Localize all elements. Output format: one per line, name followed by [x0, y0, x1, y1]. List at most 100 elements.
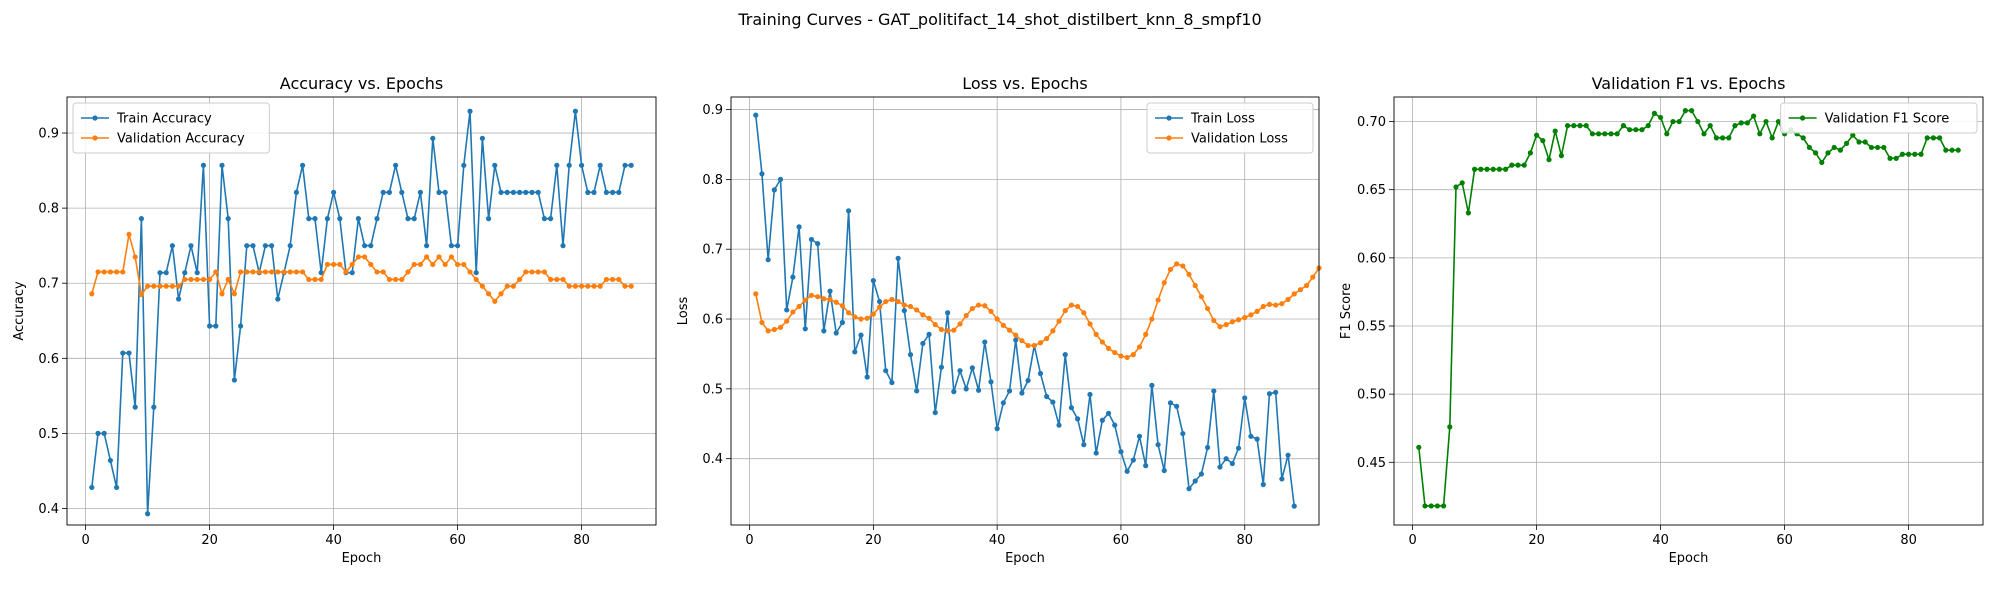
accuracy-data-point — [231, 377, 237, 383]
loss-data-point — [1155, 442, 1161, 448]
loss-data-point — [1242, 315, 1248, 321]
loss-data-point — [1062, 308, 1068, 314]
f1-ytick-label: 0.55 — [1357, 319, 1386, 334]
accuracy-data-point — [151, 404, 157, 410]
loss-data-point — [1155, 297, 1161, 303]
accuracy-data-point — [548, 276, 554, 283]
accuracy-data-point — [374, 269, 380, 275]
accuracy-data-point — [603, 276, 610, 283]
loss-data-point — [907, 352, 914, 358]
loss-data-point — [1081, 442, 1087, 448]
accuracy-data-point — [225, 216, 231, 222]
f1-data-point — [1806, 144, 1812, 151]
loss-data-point — [839, 319, 846, 326]
loss-data-point — [1013, 332, 1019, 338]
loss-data-point — [784, 318, 790, 324]
accuracy-series-line — [91, 110, 632, 515]
accuracy-data-point — [300, 162, 306, 168]
accuracy-data-point — [572, 108, 579, 114]
accuracy-data-point — [473, 276, 479, 283]
accuracy-xtick-label: 80 — [573, 533, 590, 548]
accuracy-data-point — [225, 276, 231, 283]
loss-data-point — [975, 302, 982, 308]
f1-xtick-label: 60 — [1776, 533, 1793, 548]
accuracy-data-point — [194, 276, 200, 283]
accuracy-data-point — [362, 254, 368, 260]
loss-data-point — [808, 292, 815, 298]
loss-data-point — [1124, 354, 1130, 361]
accuracy-data-point — [207, 276, 213, 283]
accuracy-ytick-label: 0.6 — [38, 352, 59, 367]
f1-panel-title: Validation F1 vs. Epochs — [1592, 74, 1786, 93]
accuracy-data-point — [393, 162, 399, 168]
f1-xtick-label: 0 — [1408, 533, 1416, 548]
accuracy-data-point — [368, 243, 374, 249]
accuracy-data-point — [393, 276, 399, 283]
accuracy-data-point — [101, 269, 107, 275]
loss-data-point — [1161, 467, 1167, 474]
loss-data-point — [1149, 316, 1155, 322]
loss-data-point — [1198, 294, 1204, 300]
accuracy-data-point — [411, 261, 417, 268]
loss-data-point — [1204, 444, 1211, 451]
loss-data-point — [1044, 393, 1050, 400]
accuracy-data-point — [436, 254, 442, 260]
loss-data-point — [858, 316, 864, 322]
f1-data-point — [1949, 147, 1955, 153]
f1-data-point — [1565, 123, 1571, 129]
f1-panel-xlabel: Epoch — [1669, 551, 1709, 566]
accuracy-data-point — [486, 216, 492, 222]
accuracy-ytick-label: 0.7 — [38, 277, 59, 292]
f1-data-point — [1955, 147, 1961, 153]
loss-data-point — [889, 379, 895, 386]
loss-data-point — [870, 278, 876, 284]
f1-series-0 — [1416, 108, 1961, 509]
accuracy-data-point — [362, 243, 368, 249]
loss-panel-title: Loss vs. Epochs — [962, 74, 1087, 93]
accuracy-data-point — [455, 261, 461, 268]
accuracy-data-point — [238, 269, 244, 275]
loss-data-point — [864, 374, 870, 380]
loss-data-point — [1167, 266, 1174, 273]
accuracy-data-point — [585, 283, 591, 289]
accuracy-data-point — [374, 216, 380, 222]
f1-data-point — [1682, 108, 1688, 114]
accuracy-data-point — [548, 216, 554, 222]
loss-data-point — [1056, 318, 1062, 324]
accuracy-data-point — [343, 269, 349, 275]
accuracy-data-point — [560, 243, 566, 249]
accuracy-xtick-label: 60 — [449, 533, 466, 548]
loss-data-point — [1285, 452, 1291, 458]
f1-ytick-label: 0.65 — [1357, 183, 1386, 198]
loss-data-point — [1242, 395, 1248, 401]
accuracy-data-point — [213, 323, 219, 329]
accuracy-data-point — [318, 270, 324, 276]
accuracy-data-point — [120, 269, 126, 275]
loss-data-point — [1025, 377, 1031, 384]
f1-data-point — [1627, 127, 1633, 133]
loss-data-point — [883, 368, 889, 374]
accuracy-data-point — [163, 270, 169, 276]
accuracy-data-point — [169, 243, 175, 249]
f1-data-point — [1515, 162, 1521, 168]
loss-data-point — [1174, 261, 1180, 267]
loss-data-point — [796, 303, 802, 310]
accuracy-data-point — [126, 350, 132, 356]
f1-data-point — [1893, 155, 1899, 161]
loss-data-point — [932, 409, 938, 416]
loss-data-point — [1229, 319, 1235, 325]
f1-data-point — [1744, 120, 1750, 126]
loss-data-point — [784, 307, 790, 313]
accuracy-data-point — [479, 135, 485, 141]
loss-data-point — [1167, 400, 1174, 406]
accuracy-data-point — [448, 254, 454, 260]
accuracy-data-point — [560, 276, 566, 283]
loss-data-point — [1211, 388, 1217, 394]
f1-data-point — [1844, 140, 1850, 146]
accuracy-data-point — [107, 457, 113, 464]
loss-data-point — [1174, 403, 1180, 409]
loss-data-point — [1310, 274, 1316, 280]
loss-panel-xlabel: Epoch — [1005, 551, 1045, 566]
loss-data-point — [907, 303, 914, 310]
accuracy-data-point — [622, 162, 628, 168]
